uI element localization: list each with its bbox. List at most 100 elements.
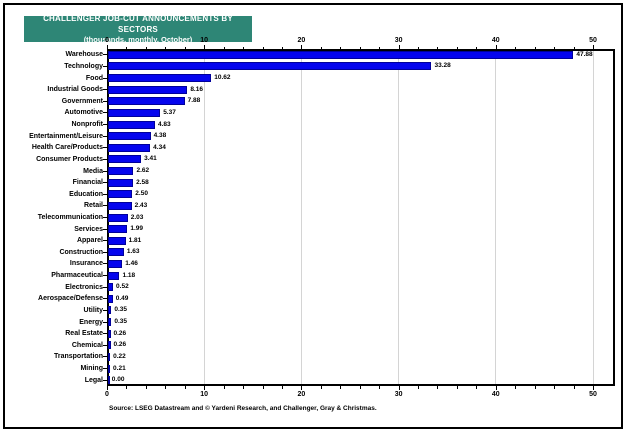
bar — [108, 352, 111, 361]
y-axis-tick — [103, 89, 107, 91]
y-axis-tick — [103, 321, 107, 323]
bar — [108, 294, 113, 303]
x-axis-minor-tick-bottom — [476, 386, 478, 389]
bar-value-label: 0.52 — [116, 283, 129, 291]
bar-value-label: 7.88 — [187, 97, 201, 105]
y-axis-tick — [103, 217, 107, 218]
category-label: Consumer Products — [36, 155, 103, 163]
x-axis-tick-label-top: 30 — [394, 37, 403, 44]
bar — [108, 271, 120, 280]
y-axis-tick — [103, 205, 107, 207]
bar — [108, 318, 112, 327]
bar — [108, 132, 151, 141]
category-label: Health Care/Products — [31, 144, 103, 152]
bar — [108, 50, 574, 59]
bar-value-label: 0.22 — [113, 352, 126, 360]
bar-value-label: 33.28 — [434, 62, 451, 70]
x-axis-minor-tick-top — [534, 46, 536, 49]
category-label: Nonprofit — [71, 121, 104, 129]
gridline — [592, 51, 594, 384]
x-axis-major-tick-bottom — [593, 386, 594, 390]
x-axis-minor-tick-bottom — [281, 386, 283, 389]
y-axis-tick — [103, 112, 107, 114]
category-label: Entertainment/Leisure — [29, 132, 103, 140]
category-label: Real Estate — [65, 330, 103, 338]
x-axis-major-tick-top — [593, 45, 594, 49]
y-axis-tick — [103, 228, 107, 230]
y-axis-tick — [103, 298, 107, 300]
y-axis-tick — [103, 286, 107, 288]
y-axis-tick — [103, 263, 107, 265]
x-axis-minor-tick-top — [554, 46, 556, 49]
bar-value-label: 0.21 — [113, 364, 126, 372]
bar-value-label: 2.43 — [134, 201, 148, 209]
y-axis-tick — [103, 54, 107, 56]
x-axis-minor-tick-top — [223, 46, 225, 49]
chart-subtitle: (thousands, monthly, October) — [83, 35, 193, 44]
bar-value-label: 4.83 — [157, 120, 171, 128]
x-axis-tick-label-top: 20 — [297, 37, 306, 44]
x-axis-minor-tick-bottom — [145, 386, 147, 389]
bar-value-label: 2.03 — [130, 213, 144, 221]
x-axis-tick-label-top: 40 — [491, 37, 500, 44]
bar-value-label: 8.16 — [190, 85, 203, 93]
category-label: Food — [85, 74, 103, 82]
source-attribution: Source: LSEG Datastream and © Yardeni Re… — [109, 405, 377, 412]
bar — [108, 74, 212, 83]
y-axis-tick — [103, 193, 107, 195]
x-axis-major-tick-bottom — [107, 386, 108, 390]
bar-value-label: 10.62 — [214, 74, 231, 82]
category-label: Apparel — [76, 237, 103, 245]
x-axis-minor-tick-top — [515, 46, 517, 49]
x-axis-minor-tick-bottom — [359, 386, 361, 389]
x-axis-tick-label-top: 50 — [589, 37, 597, 44]
bar-value-label: 2.58 — [136, 178, 149, 186]
y-axis-tick — [103, 251, 107, 253]
bar-value-label: 1.18 — [122, 271, 136, 279]
bar — [108, 190, 133, 199]
x-axis-minor-tick-bottom — [437, 386, 439, 389]
category-label: Automotive — [64, 109, 104, 117]
y-axis-tick — [103, 124, 107, 126]
category-label: Energy — [79, 318, 103, 326]
x-axis-minor-tick-top — [379, 46, 381, 49]
x-axis-major-tick-top — [107, 45, 108, 49]
x-axis-minor-tick-top — [456, 46, 458, 49]
bar-value-label: 2.50 — [135, 190, 148, 198]
x-axis-tick-label-top: 0 — [105, 37, 109, 44]
bar — [108, 341, 111, 350]
gridline — [300, 51, 302, 384]
category-label: Construction — [59, 248, 103, 256]
x-axis-tick-label-bottom: 0 — [105, 391, 109, 398]
bar-value-label: 1.81 — [128, 236, 142, 244]
x-axis-tick-label-bottom: 50 — [589, 391, 597, 398]
bar-value-label: 0.26 — [113, 329, 127, 337]
x-axis-minor-tick-bottom — [379, 386, 381, 389]
bar — [108, 85, 188, 94]
y-axis-tick — [103, 275, 107, 277]
x-axis-minor-tick-top — [437, 46, 439, 49]
category-label: Pharmaceutical — [51, 272, 103, 280]
x-axis-minor-tick-top — [165, 46, 167, 49]
x-axis-minor-tick-top — [145, 46, 147, 49]
y-axis-tick — [103, 356, 107, 358]
bar — [108, 167, 134, 176]
x-axis-minor-tick-bottom — [262, 386, 264, 389]
x-axis-major-tick-top — [495, 45, 497, 49]
x-axis-major-tick-bottom — [495, 386, 497, 390]
bar — [108, 248, 124, 257]
y-axis-tick — [103, 65, 107, 67]
y-axis-tick — [103, 158, 107, 160]
bar-value-label: 3.41 — [144, 155, 157, 163]
gridline — [495, 51, 497, 384]
y-axis-tick — [103, 135, 107, 137]
x-axis-minor-tick-bottom — [534, 386, 536, 389]
y-axis-tick — [103, 147, 107, 149]
x-axis-major-tick-bottom — [204, 386, 206, 390]
y-axis-tick — [103, 100, 107, 102]
category-label: Aerospace/Defense — [38, 295, 103, 303]
y-axis-tick — [103, 77, 107, 79]
bar-value-label: 1.46 — [125, 259, 138, 267]
category-label: Electronics — [65, 283, 103, 291]
